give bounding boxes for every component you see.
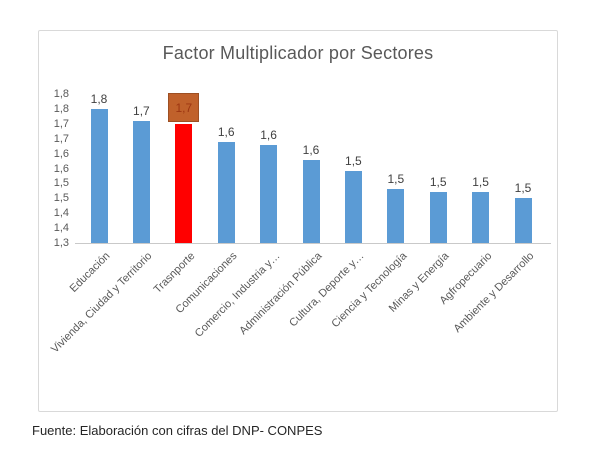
y-axis-tick-label: 1,4	[53, 222, 69, 235]
bar-value-label: 1,6	[302, 143, 320, 157]
bar	[387, 189, 405, 243]
y-axis-tick-label: 1,4	[53, 207, 69, 220]
bar	[132, 121, 150, 243]
y-axis-tick-label: 1,7	[53, 132, 69, 145]
bar	[344, 171, 362, 243]
bar	[429, 192, 447, 243]
bar	[302, 160, 320, 243]
bar-value-label: 1,8	[90, 92, 108, 106]
y-axis-tick-label: 1,8	[53, 88, 69, 100]
y-axis-tick-label: 1,3	[53, 237, 69, 249]
bar	[260, 145, 278, 243]
chart-area: Factor Multiplicador por Sectores 1,8 1,8…	[38, 30, 558, 412]
bar	[217, 142, 235, 243]
x-axis-line	[75, 243, 551, 244]
plot-area: 1,8 1,8 1,7 1,7 1,6 1,6 1,5 1,5 1,4 1,4 1,3 1,8 Educ…	[39, 31, 557, 411]
y-axis-tick-label: 1,6	[53, 147, 69, 160]
bar-value-label: 1,5	[345, 154, 362, 168]
bar	[514, 198, 532, 243]
bar-value-label: 1,5	[514, 181, 532, 195]
highlight-value-badge: 1,7	[168, 93, 200, 122]
bar	[90, 109, 108, 243]
y-axis-tick-label: 1,5	[53, 177, 69, 190]
source-note: Fuente: Elaboración con cifras del DNP- …	[32, 423, 323, 438]
bar-value-label: 1,6	[217, 125, 235, 139]
y-axis-tick-label: 1,5	[53, 192, 69, 205]
y-axis-tick-label: 1,7	[53, 117, 69, 130]
chart-title: Factor Multiplicador por Sectores	[162, 43, 434, 63]
bar-value-label: 1,5	[429, 175, 447, 189]
bar-value-label: 1,5	[472, 175, 489, 189]
bar-value-label: 1,5	[387, 172, 405, 186]
bar-value-label: 1,7	[133, 104, 150, 118]
bar-value-label: 1,6	[260, 128, 277, 142]
bar	[472, 192, 490, 243]
y-axis-tick-label: 1,8	[53, 102, 69, 115]
y-axis-tick-label: 1,6	[53, 162, 69, 175]
highlighted-bar	[175, 124, 193, 243]
